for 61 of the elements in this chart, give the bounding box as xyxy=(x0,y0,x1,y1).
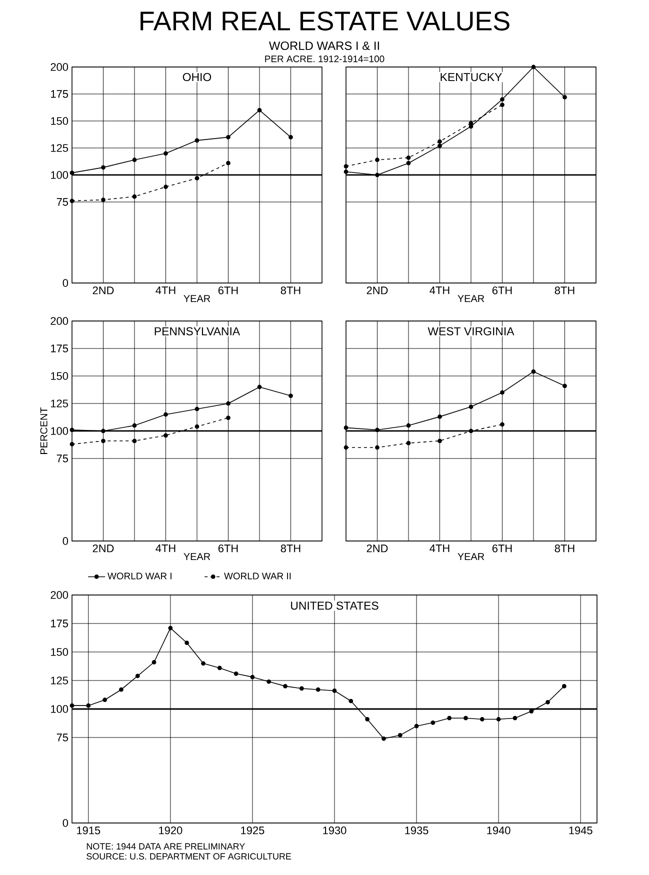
x-tick-label: 4TH xyxy=(430,286,450,294)
y-tick-label: 200 xyxy=(50,317,68,325)
legend-label: WORLD WAR I xyxy=(108,572,172,580)
y-tick-label: 0 xyxy=(62,537,68,545)
y-tick-label: 100 xyxy=(51,427,68,435)
x-tick-label: 1940 xyxy=(487,826,510,834)
chart-title: OHIO xyxy=(182,73,212,82)
y-tick-label: 175 xyxy=(51,90,68,98)
chart-title: KENTUCKY xyxy=(440,73,502,82)
x-tick-label: 6TH xyxy=(492,544,512,552)
y-tick-label: 200 xyxy=(50,591,68,599)
x-tick-label: 8TH xyxy=(554,544,574,552)
chart-title: PENNSYLVANIA xyxy=(154,327,240,336)
y-tick-label: 75 xyxy=(56,454,68,462)
y-tick-label: 200 xyxy=(50,63,68,71)
x-tick-label: 6TH xyxy=(218,544,238,552)
x-tick-label: 1915 xyxy=(77,826,100,834)
x-tick-label: 1945 xyxy=(569,826,592,834)
x-tick-label: 1925 xyxy=(241,826,264,834)
y-tick-label: 150 xyxy=(51,117,68,125)
x-tick-label: 4TH xyxy=(156,544,176,552)
y-axis-title: PERCENT xyxy=(40,407,48,454)
text: NOTE: 1944 DATA ARE PRELIMINARY xyxy=(86,843,245,850)
x-axis-title: YEAR xyxy=(184,553,210,560)
text: PER ACRE. 1912-1914=100 xyxy=(265,56,384,62)
x-axis-title: YEAR xyxy=(184,295,210,302)
y-tick-label: 125 xyxy=(51,144,68,152)
x-tick-label: 1930 xyxy=(323,826,346,834)
y-tick-label: 75 xyxy=(56,198,68,206)
y-tick-label: 0 xyxy=(62,819,68,827)
x-tick-label: 4TH xyxy=(156,286,176,294)
y-tick-label: 100 xyxy=(51,705,68,713)
x-tick-label: 6TH xyxy=(492,286,512,294)
y-tick-label: 100 xyxy=(51,171,68,179)
y-tick-label: 150 xyxy=(51,372,68,380)
x-axis-title: YEAR xyxy=(458,553,484,560)
text: FARM REAL ESTATE VALUES xyxy=(140,12,510,31)
source-note: SOURCE: U.S. DEPARTMENT OF AGRICULTURE xyxy=(86,853,292,860)
x-tick-label: 4TH xyxy=(430,544,450,552)
x-axis-title: YEAR xyxy=(458,295,484,302)
y-tick-label: 175 xyxy=(51,620,68,628)
x-tick-label: 8TH xyxy=(554,286,574,294)
text: WORLD WARS I & II xyxy=(268,42,379,50)
x-tick-label: 8TH xyxy=(280,286,300,294)
y-tick-label: 0 xyxy=(62,279,68,287)
y-tick-label: 150 xyxy=(51,648,68,656)
chart-title: WEST VIRGINIA xyxy=(428,327,514,336)
x-tick-label: 2ND xyxy=(92,544,114,552)
x-tick-label: 2ND xyxy=(92,286,114,294)
x-tick-label: 2ND xyxy=(366,286,388,294)
legend-label: WORLD WAR II xyxy=(224,572,291,580)
y-tick-label: 125 xyxy=(51,676,68,684)
y-tick-label: 125 xyxy=(51,400,68,408)
y-tick-label: 75 xyxy=(56,734,68,742)
x-tick-label: 8TH xyxy=(280,544,300,552)
x-tick-label: 1935 xyxy=(405,826,428,834)
x-tick-label: 2ND xyxy=(366,544,388,552)
chart-title: UNITED STATES xyxy=(291,602,378,610)
x-tick-label: 1920 xyxy=(159,826,182,834)
x-tick-label: 6TH xyxy=(218,286,238,294)
y-tick-label: 175 xyxy=(51,344,68,352)
